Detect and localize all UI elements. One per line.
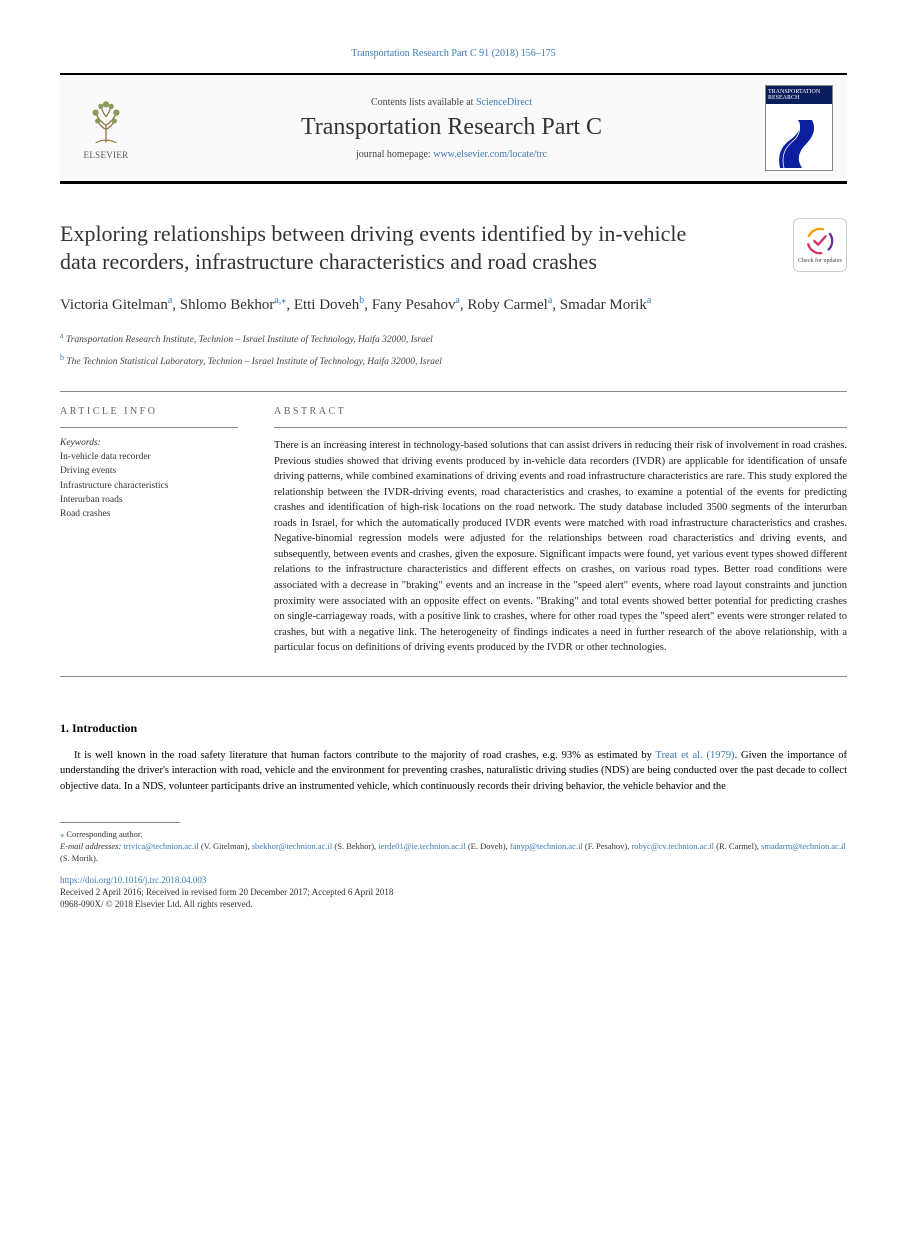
abstract-body: There is an increasing interest in techn…: [274, 438, 847, 655]
email-addresses: E-mail addresses: trivica@technion.ac.il…: [60, 841, 847, 865]
publisher-name: ELSEVIER: [84, 150, 129, 160]
homepage-link[interactable]: www.elsevier.com/locate/trc: [433, 149, 547, 160]
email-link[interactable]: ierde01@ie.technion.ac.il: [378, 841, 465, 851]
journal-title: Transportation Research Part C: [138, 114, 765, 141]
author: Fany Pesahov: [372, 297, 456, 313]
author: Etti Doveh: [294, 297, 359, 313]
email-link[interactable]: robyc@cv.technion.ac.il: [631, 841, 714, 851]
sciencedirect-link[interactable]: ScienceDirect: [476, 97, 532, 108]
journal-homepage: journal homepage: www.elsevier.com/locat…: [138, 149, 765, 160]
keyword: Driving events: [60, 464, 238, 478]
copyright-line: 0968-090X/ © 2018 Elsevier Ltd. All righ…: [60, 899, 847, 909]
check-updates-badge[interactable]: Check for updates: [793, 218, 847, 272]
publisher-logo: ELSEVIER: [74, 96, 138, 160]
citation-ref[interactable]: Treat et al. (1979): [655, 750, 734, 761]
article-info-head: ARTICLE INFO: [60, 406, 238, 417]
footnote-rule: [60, 822, 180, 823]
author-list: Victoria Gitelmana, Shlomo Bekhora,⁎, Et…: [60, 294, 847, 316]
intro-paragraph: It is well known in the road safety lite…: [60, 748, 847, 795]
author: Roby Carmel: [467, 297, 547, 313]
abstract-column: ABSTRACT There is an increasing interest…: [274, 406, 847, 655]
journal-header: ELSEVIER Contents lists available at Sci…: [60, 73, 847, 184]
email-link[interactable]: trivica@technion.ac.il: [123, 841, 198, 851]
email-link[interactable]: smadarm@technion.ac.il: [761, 841, 846, 851]
article-history: Received 2 April 2016; Received in revis…: [60, 887, 847, 899]
section-divider: [60, 676, 847, 677]
section-heading-intro: 1. Introduction: [60, 721, 847, 736]
contents-available: Contents lists available at ScienceDirec…: [138, 97, 765, 108]
affiliation: b The Technion Statistical Laboratory, T…: [60, 352, 847, 369]
article-info-column: ARTICLE INFO Keywords: In-vehicle data r…: [60, 406, 238, 655]
author: Smadar Morik: [560, 297, 647, 313]
doi-link[interactable]: https://doi.org/10.1016/j.trc.2018.04.00…: [60, 875, 847, 885]
keywords-list: In-vehicle data recorderDriving eventsIn…: [60, 450, 238, 521]
keywords-label: Keywords:: [60, 438, 238, 448]
journal-cover-thumbnail: TRANSPORTATION RESEARCH: [765, 85, 833, 171]
elsevier-tree-icon: [80, 96, 132, 148]
cover-wave-icon: [772, 120, 828, 168]
citation-header: Transportation Research Part C 91 (2018)…: [60, 48, 847, 59]
affiliation: a Transportation Research Institute, Tec…: [60, 330, 847, 347]
author: Shlomo Bekhor: [180, 297, 275, 313]
abstract-head: ABSTRACT: [274, 406, 847, 417]
section-divider: [60, 391, 847, 392]
article-title: Exploring relationships between driving …: [60, 220, 700, 276]
email-link[interactable]: sbekhor@technion.ac.il: [252, 841, 333, 851]
keyword: Interurban roads: [60, 493, 238, 507]
keyword: Road crashes: [60, 507, 238, 521]
keyword: Infrastructure characteristics: [60, 479, 238, 493]
updates-checkmark-icon: [805, 226, 835, 256]
author: Victoria Gitelman: [60, 297, 168, 313]
keyword: In-vehicle data recorder: [60, 450, 238, 464]
corresponding-note: ⁎ Corresponding author.: [60, 829, 847, 841]
email-link[interactable]: fanyp@technion.ac.il: [510, 841, 583, 851]
